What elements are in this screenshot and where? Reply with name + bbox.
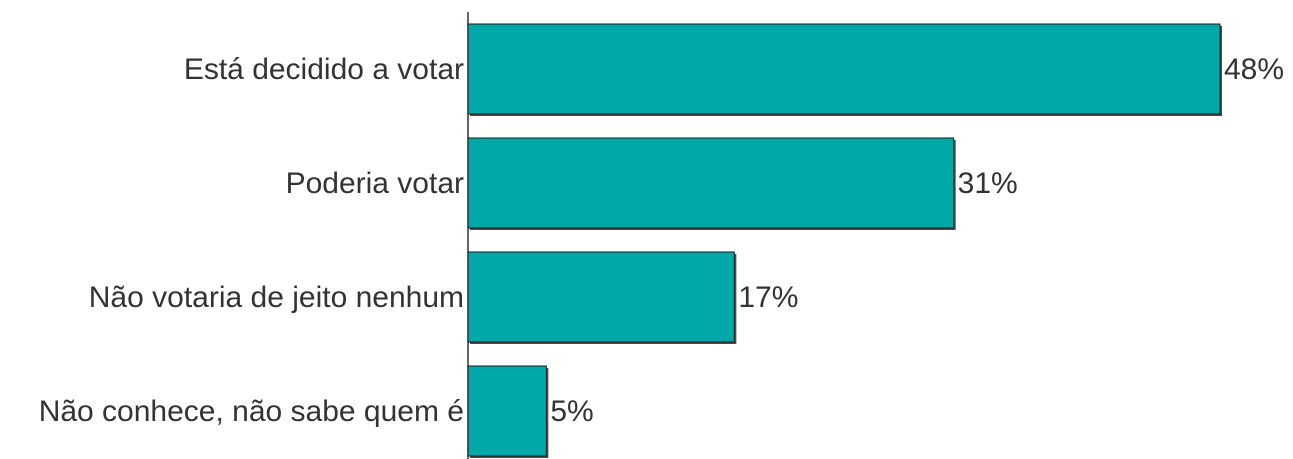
bar [467, 251, 735, 343]
value-label: 5% [550, 395, 593, 428]
category-label: Está decidido a votar [184, 53, 464, 86]
category-labels-group: Está decidido a votar Poderia votar Não vo… [39, 53, 464, 428]
bar [467, 23, 1221, 115]
category-label: Não conhece, não sabe quem é [39, 395, 464, 428]
bar [467, 365, 547, 457]
bar [467, 137, 955, 229]
value-label: 17% [738, 281, 798, 314]
value-labels-group: 48% 31% 17% 5% [550, 53, 1284, 428]
bars-group [467, 23, 1222, 458]
category-label: Não votaria de jeito nenhum [89, 281, 464, 314]
category-label: Poderia votar [286, 167, 464, 200]
value-label: 31% [958, 167, 1018, 200]
value-label: 48% [1224, 53, 1284, 86]
